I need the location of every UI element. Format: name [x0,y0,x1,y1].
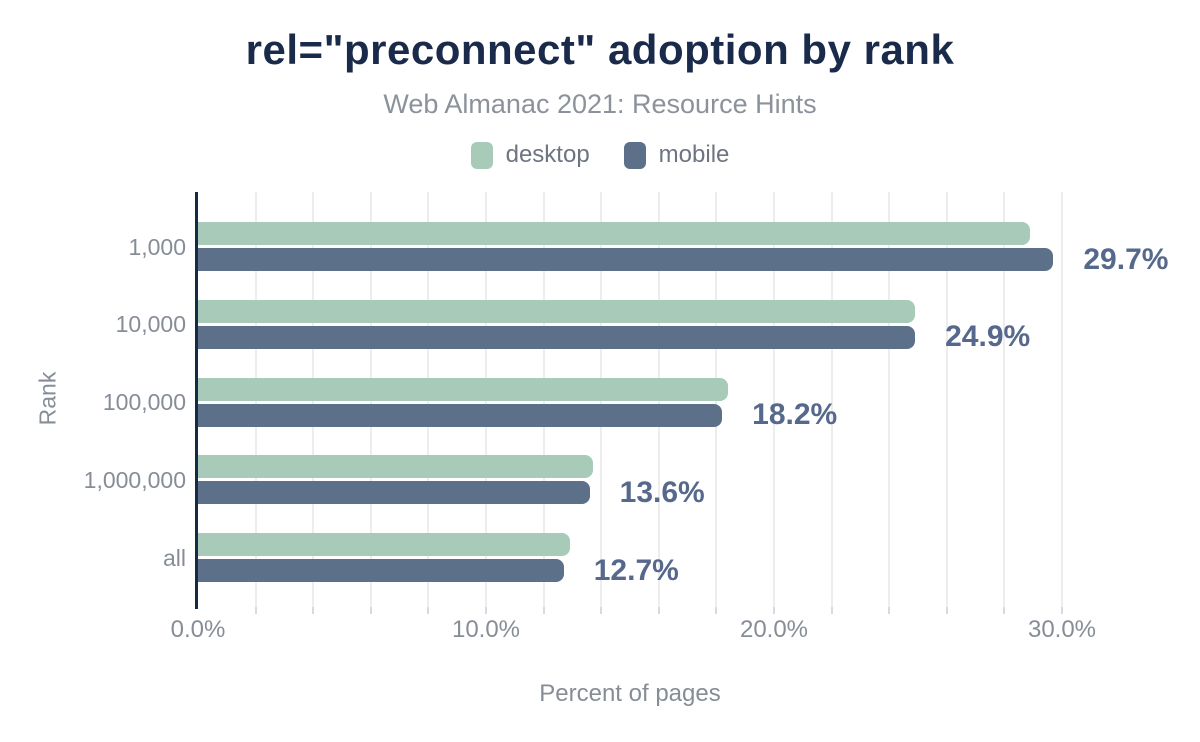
y-axis-title: Rank [34,371,61,426]
x-axis-tick-26pct [945,607,948,614]
chart-title: rel="preconnect" adoption by rank [245,26,955,73]
x-axis-tick-8pct [427,607,430,614]
data-label-10-000: 24.9% [945,320,1031,354]
legend-item-desktop[interactable]: desktop [470,141,590,169]
x-axis-tick-16pct [657,607,660,614]
x-axis-label-300: 30.0% [1027,616,1097,643]
bar-mobile-1-000-000[interactable] [198,481,590,505]
x-axis-tick-22pct [830,607,833,614]
legend-item-mobile[interactable]: mobile [623,141,730,169]
x-axis-tick-12pct [542,607,545,614]
x-axis-title: Percent of pages [539,680,721,707]
x-axis-tick-28pct [1003,607,1006,614]
bar-desktop-10-000[interactable] [198,299,916,323]
bar-desktop-all[interactable] [198,533,570,556]
gridline-22pct [830,192,833,607]
gridline-20pct [773,192,775,607]
data-label-100-000: 18.2% [752,398,838,431]
x-axis-tick-4pct [312,607,315,614]
x-axis-label-100: 10.0% [451,616,521,643]
bar-mobile-all[interactable] [198,559,564,582]
y-axis-label-10-000: 10,000 [115,311,186,338]
x-axis-tick-30pct [1061,607,1063,614]
bar-mobile-10-000[interactable] [198,325,916,349]
data-label-all: 12.7% [593,553,679,587]
chart-subtitle: Web Almanac 2021: Resource Hints [383,89,817,119]
y-axis-line [195,192,198,609]
bar-desktop-100-000[interactable] [198,377,728,401]
data-label-1-000-000: 13.6% [619,475,705,509]
y-axis-label-all: all [162,544,186,571]
data-label-1-000: 29.7% [1083,242,1169,276]
x-axis-label-00: 0.0% [170,616,226,643]
bar-desktop-1-000-000[interactable] [198,455,593,479]
legend-swatch-mobile [623,141,646,169]
gridline-28pct [1003,192,1006,607]
x-axis-label-200: 20.0% [739,616,809,643]
gridline-30pct [1061,192,1063,607]
x-axis-tick-10pct [485,607,487,614]
legend-label-desktop: desktop [505,141,590,168]
gridline-26pct [945,192,948,607]
bar-mobile-100-000[interactable] [198,403,723,427]
x-axis-tick-18pct [715,607,718,614]
x-axis-tick-14pct [600,607,603,614]
legend: desktop mobile [0,140,1200,170]
x-axis-tick-24pct [888,607,891,614]
legend-label-mobile: mobile [658,141,730,168]
legend-swatch-desktop [470,141,493,169]
x-axis-tick-2pct [254,607,257,614]
bar-mobile-1-000[interactable] [198,248,1054,271]
y-axis-label-1-000: 1,000 [128,233,186,260]
gridline-24pct [888,192,891,607]
y-axis-label-100-000: 100,000 [102,389,186,415]
y-axis-label-1-000-000: 1,000,000 [83,466,186,493]
x-axis-tick-20pct [773,607,775,614]
bar-desktop-1-000[interactable] [198,222,1031,245]
x-axis-tick-6pct [369,607,372,614]
